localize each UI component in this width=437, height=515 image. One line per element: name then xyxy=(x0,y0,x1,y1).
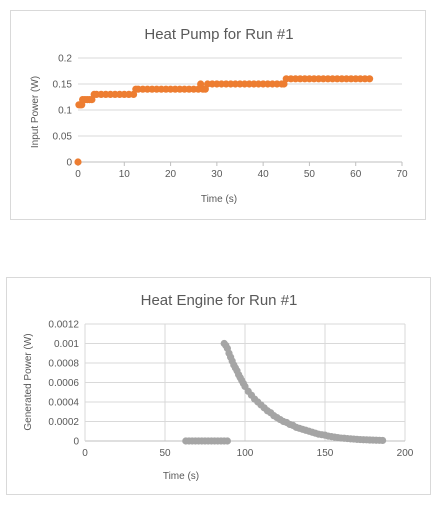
y-tick-label: 0.0004 xyxy=(48,398,79,409)
y-tick-label: 0.2 xyxy=(58,54,72,65)
chart-title: Heat Pump for Run #1 xyxy=(144,26,293,43)
y-tick-label: 0 xyxy=(73,437,79,448)
heat-engine-chart: Heat Engine for Run #1 Time (s) Generate… xyxy=(6,277,431,495)
x-tick-label: 20 xyxy=(165,169,177,180)
chart-title: Heat Engine for Run #1 xyxy=(141,292,298,309)
y-axis-title: Generated Power (W) xyxy=(23,333,34,430)
data-point xyxy=(366,75,374,83)
x-tick-label: 200 xyxy=(397,448,414,459)
y-tick-label: 0.15 xyxy=(53,80,73,91)
x-tick-label: 40 xyxy=(258,169,270,180)
x-tick-label: 50 xyxy=(304,169,316,180)
x-tick-label: 0 xyxy=(75,169,81,180)
y-tick-label: 0.0008 xyxy=(48,359,79,370)
y-tick-label: 0 xyxy=(66,158,72,169)
x-tick-label: 150 xyxy=(317,448,334,459)
data-point xyxy=(197,80,205,88)
y-tick-label: 0.1 xyxy=(58,106,72,117)
x-axis-title: Time (s) xyxy=(163,471,199,482)
y-tick-label: 0.0012 xyxy=(48,320,79,331)
y-tick-label: 0.0006 xyxy=(48,378,79,389)
x-tick-label: 10 xyxy=(119,169,131,180)
heat-engine-chart-svg: Heat Engine for Run #1 Time (s) Generate… xyxy=(23,292,414,482)
x-tick-label: 100 xyxy=(237,448,254,459)
x-tick-label: 60 xyxy=(350,169,362,180)
data-point xyxy=(74,158,82,166)
x-tick-label: 70 xyxy=(396,169,408,180)
heat-pump-chart: Heat Pump for Run #1 Time (s) Input Powe… xyxy=(10,10,426,220)
y-tick-label: 0.0002 xyxy=(48,417,79,428)
x-tick-label: 30 xyxy=(211,169,223,180)
x-tick-label: 50 xyxy=(159,448,171,459)
data-point xyxy=(223,437,231,445)
y-axis-title: Input Power (W) xyxy=(30,76,41,148)
y-tick-label: 0.001 xyxy=(54,339,79,350)
x-axis-title: Time (s) xyxy=(201,194,237,205)
heat-pump-chart-svg: Heat Pump for Run #1 Time (s) Input Powe… xyxy=(30,26,408,205)
x-tick-label: 0 xyxy=(82,448,88,459)
y-tick-label: 0.05 xyxy=(53,132,73,143)
data-point xyxy=(379,436,387,445)
